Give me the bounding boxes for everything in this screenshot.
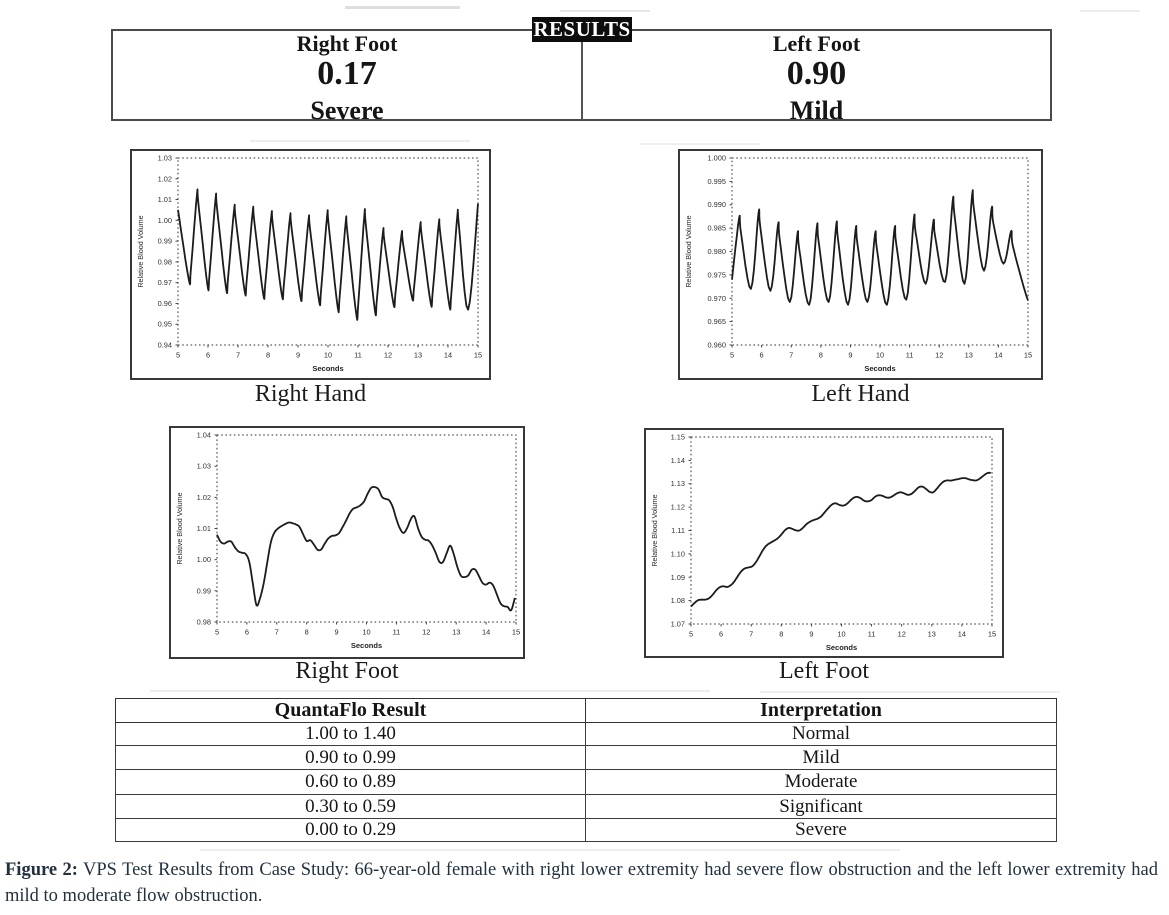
svg-text:10: 10 [837,630,845,639]
svg-text:5: 5 [176,351,180,360]
svg-text:0.98: 0.98 [197,618,213,627]
svg-text:14: 14 [958,630,966,639]
svg-text:7: 7 [749,630,753,639]
svg-text:13: 13 [965,351,973,360]
svg-text:7: 7 [789,351,793,360]
svg-text:Seconds: Seconds [826,643,857,652]
svg-text:15: 15 [1024,351,1032,360]
svg-text:1.00: 1.00 [158,216,174,225]
svg-text:Seconds: Seconds [864,364,895,373]
svg-text:15: 15 [988,630,996,639]
svg-text:7: 7 [236,351,240,360]
svg-text:Seconds: Seconds [351,641,382,650]
svg-text:8: 8 [779,630,783,639]
svg-text:5: 5 [689,630,693,639]
svg-text:1.14: 1.14 [671,456,687,465]
svg-text:0.965: 0.965 [708,317,728,326]
svg-text:15: 15 [474,351,482,360]
svg-text:1.15: 1.15 [671,433,687,442]
svg-text:0.975: 0.975 [708,270,728,279]
svg-text:11: 11 [906,351,914,360]
svg-text:0.95: 0.95 [158,320,174,329]
svg-text:1.01: 1.01 [197,524,213,533]
svg-text:1.03: 1.03 [158,154,174,163]
svg-text:8: 8 [266,351,270,360]
svg-text:0.995: 0.995 [708,177,728,186]
svg-text:10: 10 [362,628,370,637]
svg-text:5: 5 [215,628,219,637]
svg-text:13: 13 [414,351,422,360]
svg-text:6: 6 [760,351,764,360]
svg-text:12: 12 [422,628,430,637]
svg-text:0.99: 0.99 [158,237,174,246]
svg-text:1.000: 1.000 [708,154,728,163]
svg-text:1.10: 1.10 [671,549,687,558]
svg-text:0.98: 0.98 [158,257,174,266]
svg-text:Relative Blood Volume: Relative Blood Volume [175,492,184,564]
svg-text:0.94: 0.94 [158,341,174,350]
svg-text:1.02: 1.02 [158,174,174,183]
svg-text:6: 6 [719,630,723,639]
svg-text:10: 10 [876,351,884,360]
svg-text:12: 12 [384,351,392,360]
svg-text:9: 9 [848,351,852,360]
svg-text:1.12: 1.12 [671,503,687,512]
svg-text:15: 15 [512,628,520,637]
svg-text:13: 13 [452,628,460,637]
svg-text:14: 14 [994,351,1002,360]
svg-text:5: 5 [730,351,734,360]
svg-text:0.980: 0.980 [708,247,728,256]
svg-text:7: 7 [275,628,279,637]
svg-text:Relative Blood Volume: Relative Blood Volume [684,215,693,287]
svg-text:1.07: 1.07 [671,620,687,629]
svg-text:9: 9 [809,630,813,639]
svg-text:0.985: 0.985 [708,224,728,233]
svg-text:1.13: 1.13 [671,479,687,488]
svg-text:1.11: 1.11 [671,526,686,535]
svg-text:0.97: 0.97 [158,278,174,287]
svg-text:9: 9 [335,628,339,637]
svg-text:13: 13 [928,630,936,639]
svg-text:Relative Blood Volume: Relative Blood Volume [136,215,145,287]
svg-text:Relative Blood Volume: Relative Blood Volume [650,494,659,566]
svg-text:12: 12 [898,630,906,639]
svg-text:0.970: 0.970 [708,294,728,303]
svg-text:11: 11 [393,628,401,637]
svg-text:8: 8 [305,628,309,637]
svg-text:6: 6 [245,628,249,637]
svg-text:1.02: 1.02 [197,493,213,502]
svg-text:0.960: 0.960 [708,341,728,350]
svg-text:11: 11 [354,351,362,360]
svg-text:14: 14 [444,351,452,360]
svg-text:Seconds: Seconds [312,364,343,373]
svg-text:1.09: 1.09 [671,573,687,582]
svg-text:1.03: 1.03 [197,462,213,471]
svg-text:8: 8 [819,351,823,360]
svg-text:14: 14 [482,628,490,637]
svg-text:11: 11 [868,630,876,639]
svg-text:12: 12 [935,351,943,360]
svg-text:9: 9 [296,351,300,360]
svg-text:10: 10 [324,351,332,360]
svg-text:1.08: 1.08 [671,596,687,605]
svg-text:1.00: 1.00 [197,555,213,564]
svg-text:0.990: 0.990 [708,200,728,209]
svg-text:6: 6 [206,351,210,360]
svg-text:0.96: 0.96 [158,299,174,308]
svg-text:0.99: 0.99 [197,586,213,595]
svg-text:1.01: 1.01 [158,195,174,204]
svg-text:1.04: 1.04 [197,431,213,440]
